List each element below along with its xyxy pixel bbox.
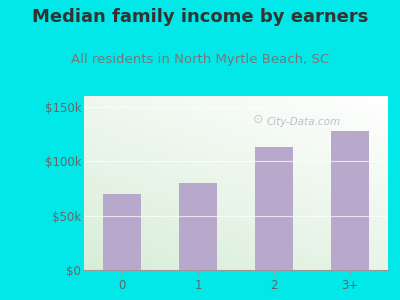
Bar xyxy=(255,147,293,270)
Text: Median family income by earners: Median family income by earners xyxy=(32,8,368,26)
Bar xyxy=(103,194,141,270)
Bar xyxy=(179,183,217,270)
Text: ⊙: ⊙ xyxy=(253,113,263,126)
Text: City-Data.com: City-Data.com xyxy=(266,117,340,127)
Bar xyxy=(331,131,369,270)
Text: All residents in North Myrtle Beach, SC: All residents in North Myrtle Beach, SC xyxy=(71,52,329,65)
